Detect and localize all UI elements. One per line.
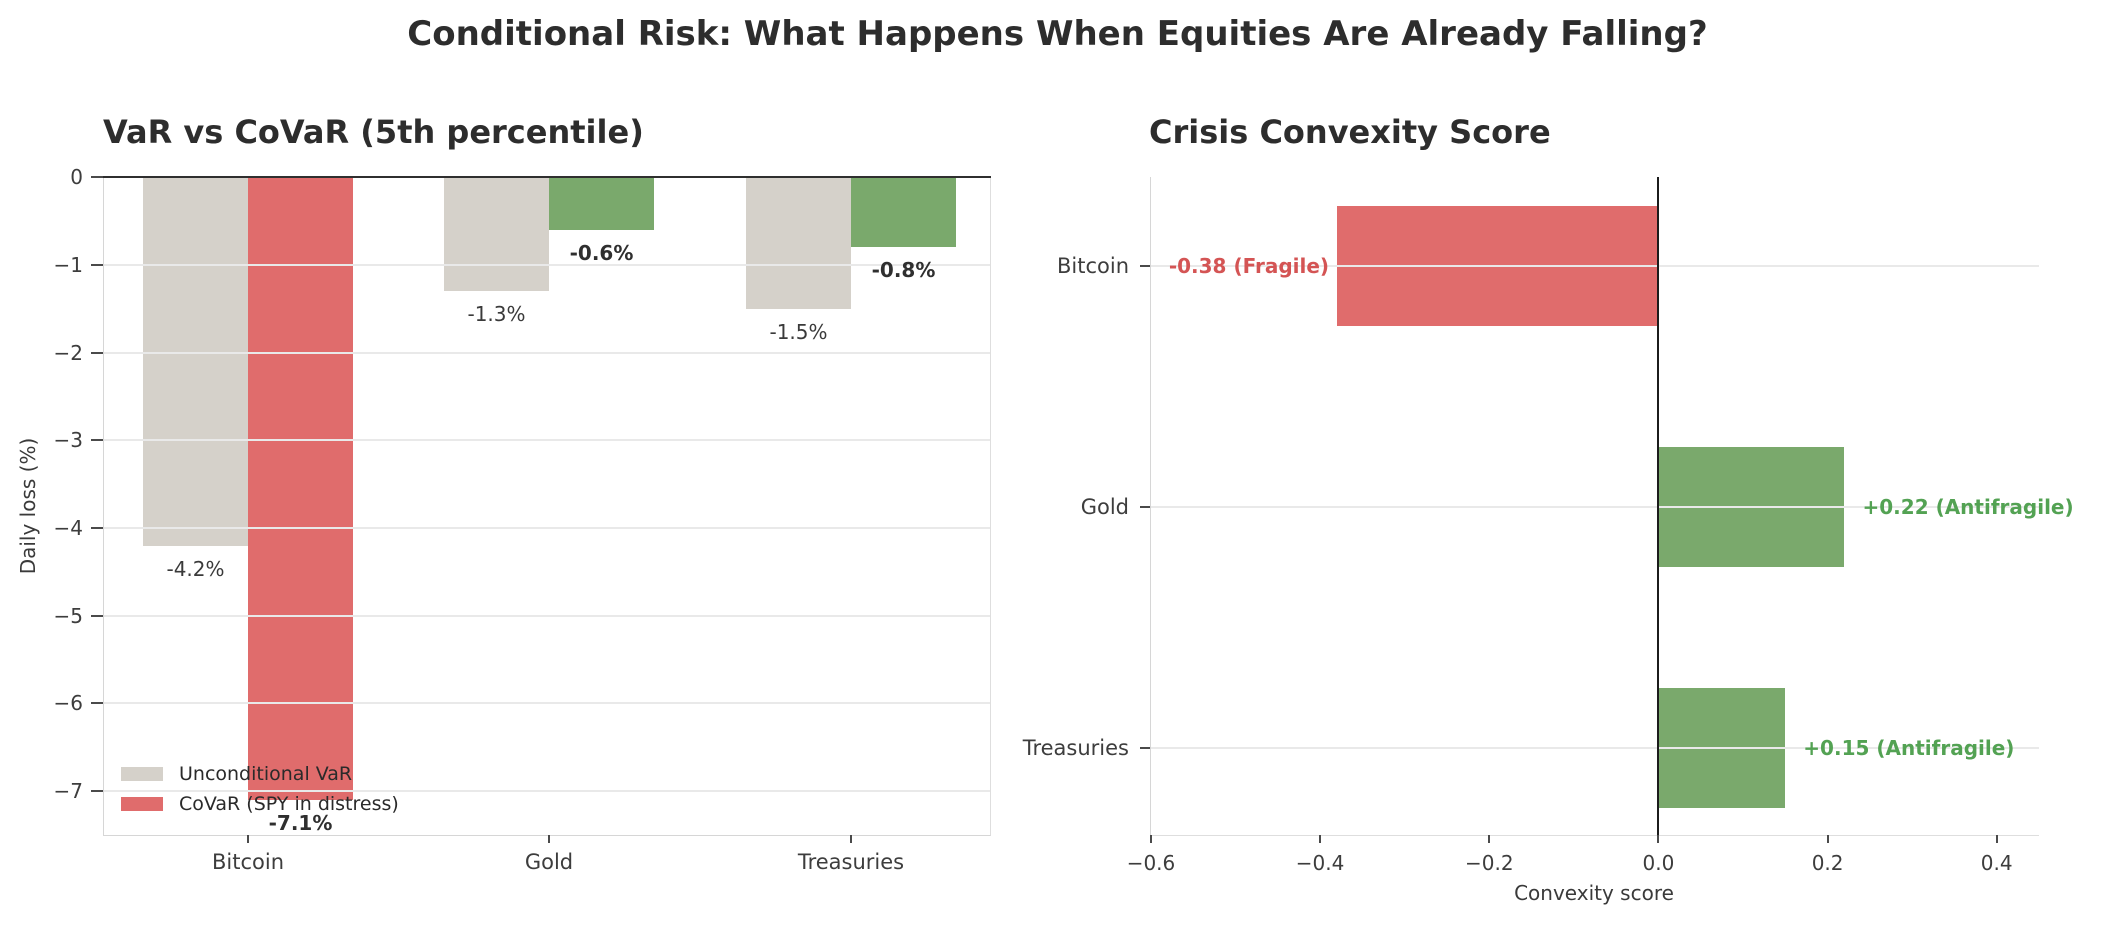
right-chart-x-axis-label: Convexity score bbox=[1514, 881, 1674, 905]
x-tick-label-gold: Gold bbox=[524, 850, 574, 874]
x-tick-−0.2 bbox=[1488, 835, 1491, 843]
x-tick-gold bbox=[548, 835, 550, 843]
bar-bitcoin-covar bbox=[248, 177, 353, 800]
x-tick-bitcoin bbox=[247, 835, 249, 843]
y-tick--6 bbox=[91, 702, 103, 705]
x-tick-label-−0.6: −0.6 bbox=[1126, 851, 1176, 875]
y-tick-label-0: 0 bbox=[70, 165, 83, 189]
value-label-treasuries-covar: -0.8% bbox=[871, 258, 936, 283]
value-label-gold-var: -1.3% bbox=[467, 302, 526, 327]
legend-swatch-covar bbox=[121, 797, 163, 811]
y-tick--4 bbox=[91, 526, 103, 529]
zero-line bbox=[1657, 177, 1660, 835]
y-tick--5 bbox=[91, 614, 103, 617]
x-tick-label-−0.4: −0.4 bbox=[1295, 851, 1345, 875]
x-tick-label-0.4: 0.4 bbox=[1980, 851, 2013, 875]
y-tick-label-gold: Gold bbox=[1080, 495, 1129, 519]
x-tick-−0.4 bbox=[1319, 835, 1322, 843]
x-tick-0.4 bbox=[1995, 835, 1998, 843]
legend-item-unconditional-var: Unconditional VaR bbox=[121, 763, 399, 785]
bar-bitcoin-var bbox=[143, 177, 248, 546]
x-tick-label-0.0: 0.0 bbox=[1642, 851, 1675, 875]
y-tick-label--6: −6 bbox=[53, 691, 83, 716]
gridline-y-2 bbox=[104, 351, 990, 354]
gridline-row-gold bbox=[1151, 506, 2039, 508]
value-label-gold-covar: -0.6% bbox=[569, 240, 634, 265]
y-tick-treasuries bbox=[1140, 747, 1150, 749]
value-label-bitcoin-covar: -7.1% bbox=[268, 810, 333, 835]
gridline-row-bitcoin bbox=[1151, 265, 2039, 267]
annotation-gold: +0.22 (Antifragile) bbox=[1862, 495, 2074, 519]
x-tick-0.2 bbox=[1826, 835, 1829, 843]
gridline-y-3 bbox=[104, 439, 990, 442]
left-plot-area: Unconditional VaR CoVaR (SPY in distress… bbox=[54, 165, 991, 874]
gridline-y-1 bbox=[104, 263, 990, 266]
y-tick-label-bitcoin: Bitcoin bbox=[1056, 254, 1129, 278]
y-tick-label--2: −2 bbox=[53, 340, 83, 365]
y-tick-0 bbox=[91, 176, 103, 178]
x-tick-0.0 bbox=[1657, 835, 1660, 843]
gridline-y-7 bbox=[104, 790, 990, 793]
x-tick-label-treasuries: Treasuries bbox=[797, 850, 905, 874]
zero-baseline bbox=[103, 176, 991, 178]
y-tick-bitcoin bbox=[1140, 265, 1150, 267]
right-plot-area: -0.38 (Fragile) +0.22 (Antifragile) +0.15 … bbox=[1023, 177, 2074, 875]
x-tick-label-−0.2: −0.2 bbox=[1465, 851, 1514, 875]
y-tick--2 bbox=[91, 351, 103, 354]
y-tick--3 bbox=[91, 439, 103, 442]
gridline-y-4 bbox=[104, 526, 990, 529]
gridline-y-6 bbox=[104, 702, 990, 705]
annotation-treasuries: +0.15 (Antifragile) bbox=[1803, 736, 2015, 760]
y-tick--7 bbox=[91, 790, 103, 793]
legend-label-covar: CoVaR (SPY in distress) bbox=[179, 793, 399, 815]
figure-title: Conditional Risk: What Happens When Equi… bbox=[407, 14, 1708, 54]
left-chart-title: VaR vs CoVaR (5th percentile) bbox=[103, 113, 644, 151]
x-tick-label-bitcoin: Bitcoin bbox=[211, 850, 284, 874]
gridline-y-5 bbox=[104, 614, 990, 617]
x-tick-treasuries bbox=[850, 835, 852, 843]
legend-swatch-unconditional-var bbox=[121, 767, 163, 781]
annotation-bitcoin: -0.38 (Fragile) bbox=[1168, 254, 1330, 278]
bar-gold-var bbox=[444, 177, 549, 292]
y-tick-label--5: −5 bbox=[53, 603, 83, 628]
y-tick-label--7: −7 bbox=[53, 779, 83, 804]
legend-item-covar: CoVaR (SPY in distress) bbox=[121, 793, 399, 815]
bar-treasuries-covar bbox=[851, 177, 956, 248]
legend: Unconditional VaR CoVaR (SPY in distress… bbox=[121, 763, 399, 823]
x-tick-−0.6 bbox=[1150, 835, 1152, 843]
value-label-bitcoin-var: -4.2% bbox=[166, 556, 225, 581]
value-label-treasuries-var: -1.5% bbox=[769, 319, 828, 344]
legend-label-unconditional-var: Unconditional VaR bbox=[179, 763, 353, 785]
gridline-row-treasuries bbox=[1151, 747, 2039, 749]
bar-treasuries-var bbox=[746, 177, 851, 309]
bar-gold-covar bbox=[549, 177, 654, 230]
right-chart-title: Crisis Convexity Score bbox=[1149, 113, 1551, 151]
y-tick-gold bbox=[1140, 506, 1150, 508]
y-tick-label--3: −3 bbox=[53, 428, 83, 453]
x-tick-label-0.2: 0.2 bbox=[1811, 851, 1844, 875]
y-tick-label--1: −1 bbox=[53, 252, 83, 277]
y-tick-label--4: −4 bbox=[53, 515, 83, 540]
y-tick-label-treasuries: Treasuries bbox=[1022, 736, 1129, 760]
y-tick--1 bbox=[91, 263, 103, 266]
